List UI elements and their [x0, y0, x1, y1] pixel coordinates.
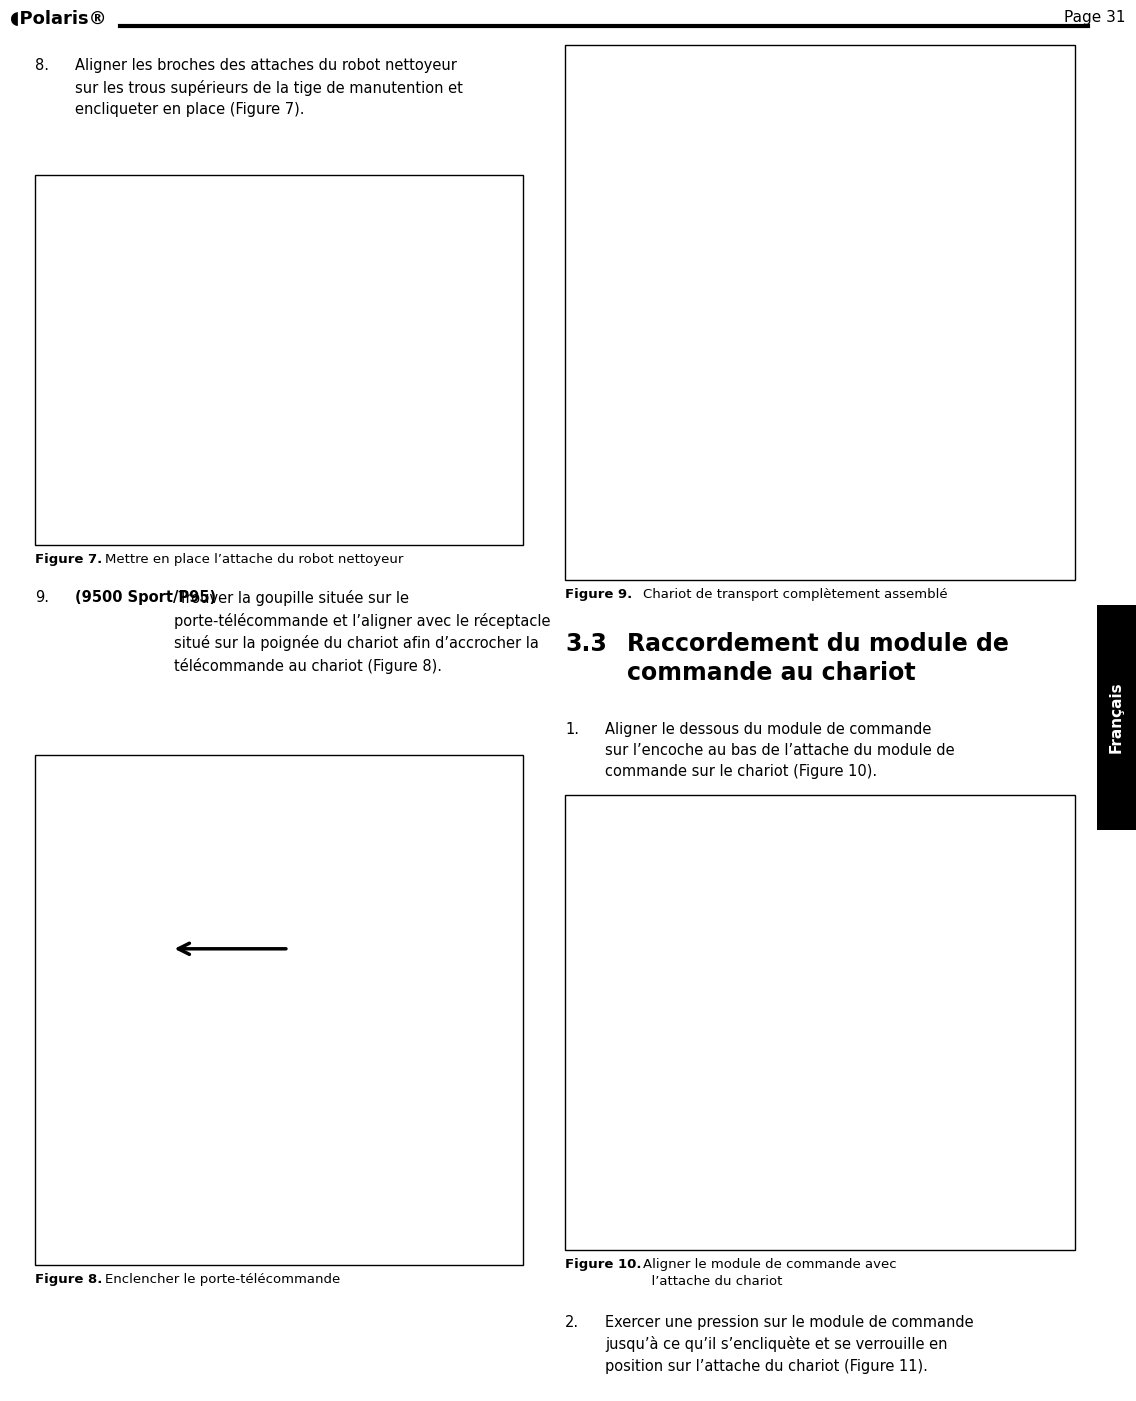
- Text: Français: Français: [1109, 682, 1124, 754]
- Text: Figure 7.: Figure 7.: [35, 553, 102, 566]
- Bar: [565, 45, 1075, 580]
- Text: Enclencher le porte-télécommande: Enclencher le porte-télécommande: [105, 1274, 341, 1286]
- Text: Raccordement du module de
commande au chariot: Raccordement du module de commande au ch…: [627, 632, 1009, 685]
- Text: Trouver la goupille située sur le
porte-télécommande et l’aligner avec le récept: Trouver la goupille située sur le porte-…: [174, 590, 551, 674]
- Bar: [35, 755, 523, 1265]
- Text: Mettre en place l’attache du robot nettoyeur: Mettre en place l’attache du robot netto…: [105, 553, 403, 566]
- Bar: [35, 175, 523, 545]
- Text: Figure 8.: Figure 8.: [35, 1274, 102, 1286]
- Text: 9.: 9.: [35, 590, 49, 605]
- Text: 2.: 2.: [565, 1316, 579, 1330]
- Text: 3.3: 3.3: [565, 632, 607, 656]
- Text: (9500 Sport/P95): (9500 Sport/P95): [75, 590, 216, 605]
- Text: Exercer une pression sur le module de commande
jusqu’à ce qu’il s’encliquète et: Exercer une pression sur le module de co…: [605, 1316, 974, 1373]
- Text: Page 31: Page 31: [1064, 10, 1126, 25]
- Text: ◖Polaris®: ◖Polaris®: [10, 10, 107, 28]
- Text: Chariot de transport complètement assemblé: Chariot de transport complètement assemb…: [643, 588, 947, 601]
- Text: Aligner les broches des attaches du robot nettoyeur
sur les trous supérieurs de : Aligner les broches des attaches du robo…: [75, 57, 462, 116]
- Text: Figure 9.: Figure 9.: [565, 588, 633, 601]
- Text: Figure 10.: Figure 10.: [565, 1258, 642, 1271]
- Bar: [565, 794, 1075, 1250]
- Text: Aligner le dessous du module de commande
sur l’encoche au bas de l’attache du mo: Aligner le dessous du module de commande…: [605, 722, 954, 779]
- Bar: [1097, 605, 1136, 829]
- Text: Aligner le module de commande avec
  l’attache du chariot: Aligner le module de commande avec l’att…: [643, 1258, 896, 1288]
- Text: 8.: 8.: [35, 57, 49, 73]
- Text: 1.: 1.: [565, 722, 579, 737]
